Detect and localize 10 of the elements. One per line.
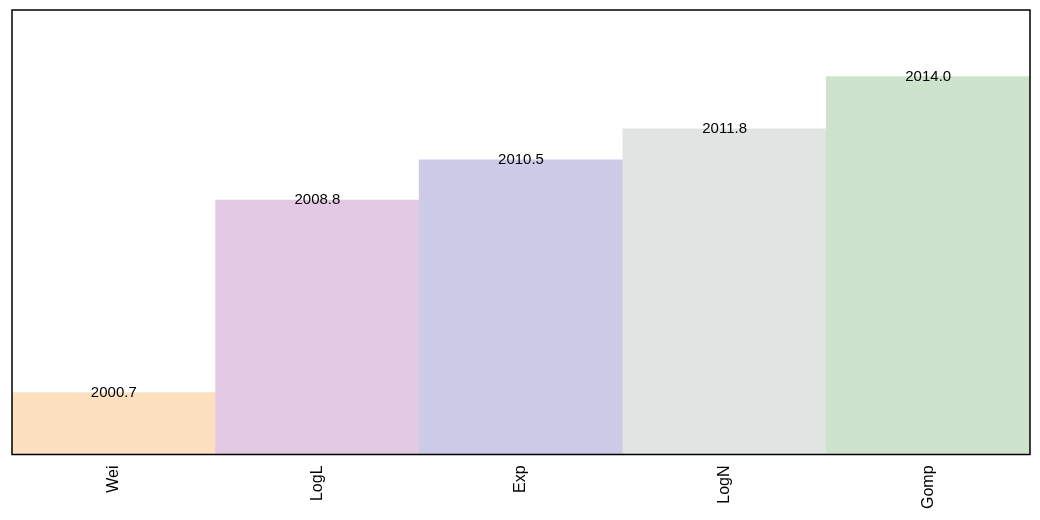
x-tick-label: LogN bbox=[715, 465, 733, 504]
data-label: 2000.7 bbox=[90, 382, 137, 400]
x-tick-label: Wei bbox=[104, 465, 122, 493]
x-tick-label: Gomp bbox=[918, 465, 936, 510]
data-label: 2011.8 bbox=[702, 118, 747, 136]
x-tick-label: LogL bbox=[307, 465, 325, 502]
x-tick-label: Exp bbox=[511, 465, 529, 494]
data-label: 2014.0 bbox=[905, 66, 952, 84]
data-label: 2010.5 bbox=[498, 149, 544, 167]
data-label: 2008.8 bbox=[294, 190, 341, 208]
